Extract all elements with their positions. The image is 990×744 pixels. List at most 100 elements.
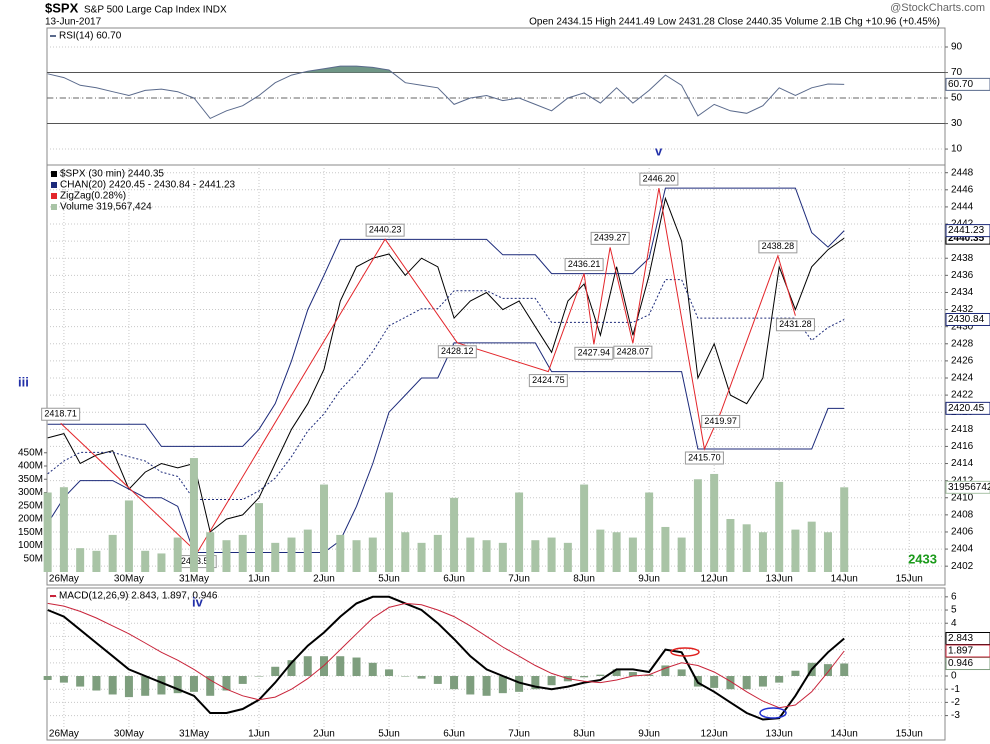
- watermark: @StockCharts.com: [890, 2, 985, 14]
- x-tick-label: 7Jun: [508, 729, 530, 740]
- volume-bar: [498, 542, 507, 572]
- histogram-bar: [238, 676, 247, 684]
- y-tick-label: 2424: [951, 373, 974, 384]
- line: [47, 279, 845, 500]
- y-tick-label: 0: [951, 671, 957, 682]
- x-tick-label: 30May: [114, 729, 144, 740]
- x-tick-label: 31May: [179, 729, 209, 740]
- last-value: 60.70: [948, 79, 973, 90]
- label-box: [437, 345, 477, 359]
- legend-entry: ZigZag(0.28%): [60, 191, 126, 202]
- x-tick-label: 9Jun: [638, 729, 660, 740]
- y-tick-label: -3: [951, 710, 960, 721]
- zigzag-label: 2418.71: [44, 409, 77, 419]
- volume-bar: [840, 487, 849, 572]
- line: [47, 342, 845, 553]
- x-tick-label: 13Jun: [766, 574, 793, 585]
- zigzag-label: 2439.27: [594, 233, 627, 243]
- histogram-bar: [758, 676, 767, 687]
- line: [47, 595, 845, 721]
- histogram-bar: [628, 672, 637, 677]
- label-box: [775, 318, 815, 332]
- y2-tick-label: 250M: [18, 500, 43, 511]
- last-value: 2440.35: [948, 233, 985, 244]
- y-tick-label: 2422: [951, 390, 974, 401]
- x-tick-label: 12Jun: [701, 574, 728, 585]
- y-tick-label: 2436: [951, 270, 974, 281]
- wave-label: iv: [192, 594, 204, 609]
- volume-bar: [124, 500, 133, 572]
- y-tick-label: 2402: [951, 561, 974, 572]
- x-tick-label: 14Jun: [831, 574, 858, 585]
- volume-bar: [238, 534, 247, 572]
- y-tick-label: 2408: [951, 509, 974, 520]
- quote: Open 2434.15 High 2441.49 Low 2431.28 Cl…: [529, 17, 940, 28]
- volume-bar: [401, 532, 410, 572]
- histogram-bar: [141, 676, 150, 696]
- zigzag-label: 2446.20: [643, 173, 676, 183]
- last-value: 2441.23: [948, 225, 985, 236]
- histogram-bar: [840, 663, 849, 677]
- volume-bar: [287, 537, 296, 572]
- volume-bar: [303, 529, 312, 572]
- x-tick-label: 7Jun: [508, 574, 530, 585]
- legend-marker: [51, 171, 57, 177]
- volume-bar: [758, 532, 767, 572]
- histogram-bar: [385, 669, 394, 677]
- y-tick-label: 6: [951, 591, 957, 602]
- y2-tick-label: 50M: [24, 553, 43, 564]
- histogram-bar: [401, 676, 410, 677]
- volume-bar: [157, 553, 166, 572]
- forecast-label: 2433: [908, 551, 937, 566]
- zigzag-label: 2431.28: [779, 319, 812, 329]
- last-value: 2430.84: [948, 314, 985, 325]
- last-value-box: [945, 77, 990, 91]
- volume-bar: [368, 537, 377, 572]
- x-tick-label: 30May: [114, 574, 144, 585]
- last-value: 319567424: [948, 482, 990, 493]
- x-tick-label: 15Jun: [896, 729, 923, 740]
- volume-bar: [563, 542, 572, 572]
- histogram-bar: [677, 669, 686, 677]
- line: [47, 187, 845, 447]
- volume-bar: [596, 529, 605, 572]
- y2-tick-label: 350M: [18, 474, 43, 485]
- label-box: [701, 414, 741, 428]
- volume-bar: [710, 473, 719, 572]
- volume-bar: [43, 492, 52, 572]
- line: [47, 65, 845, 120]
- label-box: [758, 240, 798, 254]
- volume-bar: [791, 529, 800, 572]
- last-value: 2420.45: [948, 403, 985, 414]
- x-tick-label: 26May: [49, 574, 79, 585]
- legend-marker: [51, 182, 57, 188]
- volume-bar: [450, 497, 459, 572]
- volume-bar: [76, 548, 85, 572]
- y-tick-label: 2428: [951, 338, 974, 349]
- y-tick-label: -2: [951, 697, 960, 708]
- legend-marker: [51, 193, 57, 199]
- zigzag-label: 2436.21: [568, 259, 601, 269]
- last-value-box: [945, 224, 990, 238]
- volume-bar: [222, 540, 231, 572]
- x-tick-label: 1Jun: [248, 729, 270, 740]
- volume-bar: [206, 532, 215, 572]
- x-tick-label: 13Jun: [766, 729, 793, 740]
- volume-bar: [173, 537, 182, 572]
- label-box: [590, 231, 630, 245]
- volume-bar: [417, 542, 426, 572]
- y-tick-label: 2406: [951, 527, 974, 538]
- histogram-bar: [254, 676, 263, 677]
- volume-bar: [352, 540, 361, 572]
- x-tick-label: 15Jun: [896, 574, 923, 585]
- last-value: 0.946: [948, 658, 973, 669]
- volume-bar: [320, 484, 329, 572]
- x-tick-label: 8Jun: [573, 729, 595, 740]
- volume-bar: [59, 487, 68, 572]
- zigzag-label: 2415.70: [688, 452, 721, 462]
- volume-bar: [693, 479, 702, 572]
- volume-bar: [628, 537, 637, 572]
- histogram-bar: [287, 660, 296, 677]
